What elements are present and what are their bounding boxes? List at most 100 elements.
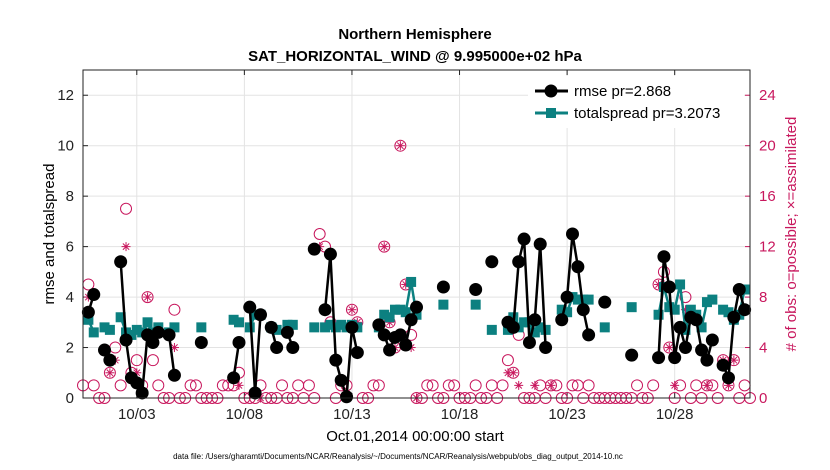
obs-assimilated-marker	[395, 141, 405, 151]
totalspread-point	[675, 279, 686, 290]
rmse-point	[673, 320, 687, 334]
rmse-point	[372, 318, 386, 332]
obs-assimilated-marker	[105, 368, 115, 378]
rmse-point	[582, 328, 596, 342]
rmse-point	[721, 371, 735, 385]
rmse-point	[243, 300, 257, 314]
obs-possible-marker	[469, 379, 482, 392]
rmse-point	[410, 300, 423, 314]
obs-possible-marker	[130, 354, 143, 367]
obs-possible-marker	[394, 139, 407, 152]
rmse-point	[350, 346, 364, 360]
rmse-point	[318, 303, 332, 317]
totalspread-point	[88, 327, 99, 338]
obs-possible-marker	[184, 379, 197, 392]
obs-possible-marker	[544, 379, 557, 392]
totalspread-point	[669, 304, 680, 315]
totalspread-point	[486, 324, 497, 335]
obs-assimilated-marker	[143, 292, 153, 302]
totalspread-point	[336, 319, 347, 330]
totalspread-point	[83, 314, 94, 325]
obs-possible-marker	[302, 379, 315, 392]
totalspread-point	[244, 322, 255, 333]
obs-possible-marker	[372, 379, 385, 392]
rmse-point	[727, 310, 741, 324]
y-right-tick-label: 20	[759, 138, 776, 155]
totalspread-point	[320, 322, 331, 333]
totalspread-point	[626, 302, 637, 313]
obs-possible-marker	[103, 366, 116, 379]
plot-frame	[82, 69, 751, 399]
obs-possible-marker	[141, 291, 154, 304]
rmse-point	[135, 386, 149, 400]
rmse-point	[512, 255, 526, 269]
y-tick-label: 0	[66, 390, 74, 407]
y-right-tick-label: 16	[759, 188, 776, 205]
y-tick-label: 4	[66, 289, 74, 306]
y-tick-label: 12	[57, 87, 74, 104]
rmse-point	[151, 325, 165, 339]
totalspread-point	[535, 322, 546, 333]
obs-assimilated-marker	[379, 242, 389, 252]
series-layer	[81, 227, 752, 404]
rmse-point	[227, 371, 241, 385]
y-tick-label: 6	[66, 239, 74, 256]
x-tick-label: 10/03	[118, 406, 156, 423]
totalspread-point	[389, 304, 400, 315]
obs-possible-marker	[345, 303, 358, 316]
totalspread-point	[196, 322, 207, 333]
totalspread-point	[583, 294, 594, 305]
totalspread-point	[696, 322, 707, 333]
rmse-point	[652, 351, 666, 365]
totalspread-point	[126, 329, 137, 340]
obs-assimilated-marker	[530, 380, 540, 390]
obs-possible-marker	[426, 379, 439, 392]
rmse-point	[286, 341, 300, 355]
rmse-point	[625, 348, 639, 362]
rmse-point	[345, 320, 359, 334]
y-tick-label: 8	[66, 188, 74, 205]
tick-layer: 10/03 10/08 10/13 10/18 10/23 10/280246810120…	[57, 70, 776, 423]
obs-possible-marker	[582, 379, 595, 392]
legend-box	[528, 76, 744, 128]
rmse-point	[81, 305, 95, 319]
obs-possible-marker	[313, 228, 326, 240]
footer-data-file: data file: /Users/gharamti/Documents/NCA…	[173, 452, 623, 461]
x-axis-label: Oct.01,2014 00:00:00 start	[326, 428, 504, 445]
rmse-point	[254, 308, 268, 322]
rmse-point	[270, 341, 284, 355]
totalspread-point	[685, 304, 696, 315]
y-right-tick-label: 4	[759, 340, 767, 357]
rmse-point	[485, 255, 499, 269]
rmse-point	[469, 283, 483, 297]
obs-assimilated-marker	[546, 380, 556, 390]
rmse-line	[507, 238, 547, 348]
rmse-point	[689, 313, 703, 327]
obs-possible-marker	[146, 354, 159, 367]
obs-assimilated-marker	[169, 343, 179, 353]
rmse-point	[738, 303, 752, 317]
totalspread-point	[287, 319, 298, 330]
rmse-point	[695, 343, 709, 357]
rmse-point	[705, 333, 719, 347]
totalspread-point	[562, 307, 573, 318]
rmse-point	[248, 386, 262, 400]
totalspread-point	[411, 309, 422, 320]
rmse-point	[399, 338, 413, 352]
x-tick-label: 10/28	[656, 406, 694, 423]
obs-assimilated-marker	[508, 368, 518, 378]
x-tick-label: 10/23	[548, 406, 586, 423]
rmse-point	[565, 227, 579, 241]
legend-totalspread-marker	[546, 108, 556, 118]
rmse-point	[130, 376, 144, 390]
obs-possible-marker	[152, 379, 165, 392]
totalspread-point	[653, 309, 664, 320]
rmse-point	[114, 255, 128, 269]
legend-rmse-label: rmse pr=2.868	[574, 83, 671, 100]
obs-assimilated-marker	[514, 380, 524, 390]
rmse-point	[393, 328, 407, 342]
rmse-point	[329, 353, 343, 367]
totalspread-point	[599, 322, 610, 333]
rmse-point	[668, 351, 682, 365]
rmse-point	[657, 250, 671, 264]
